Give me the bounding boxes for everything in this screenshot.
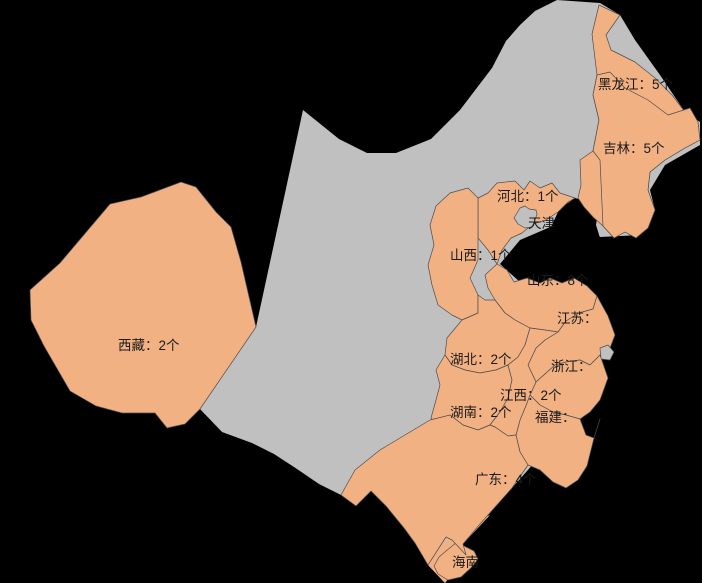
svg-text:吉林：5个: 吉林：5个 (603, 141, 665, 156)
svg-text:湖北：2个: 湖北：2个 (450, 352, 512, 367)
svg-text:湖南：2个: 湖南：2个 (450, 405, 512, 420)
svg-text:江西：2个: 江西：2个 (500, 388, 562, 403)
svg-text:西藏：2个: 西藏：2个 (118, 338, 180, 353)
svg-text:福建：: 福建： (535, 410, 576, 425)
svg-text:广东：4个: 广东：4个 (475, 472, 537, 487)
svg-text:河北：1个: 河北：1个 (497, 189, 559, 204)
svg-text:山西：1个: 山西：1个 (450, 248, 512, 263)
svg-text:黑龙江：5个: 黑龙江：5个 (598, 77, 674, 92)
svg-text:海南: 海南 (452, 555, 479, 570)
svg-text:浙江：: 浙江： (551, 359, 592, 374)
svg-text:山东：8个: 山东：8个 (527, 273, 589, 288)
svg-text:天津: 天津 (528, 216, 555, 231)
svg-text:江苏：: 江苏： (557, 311, 598, 326)
